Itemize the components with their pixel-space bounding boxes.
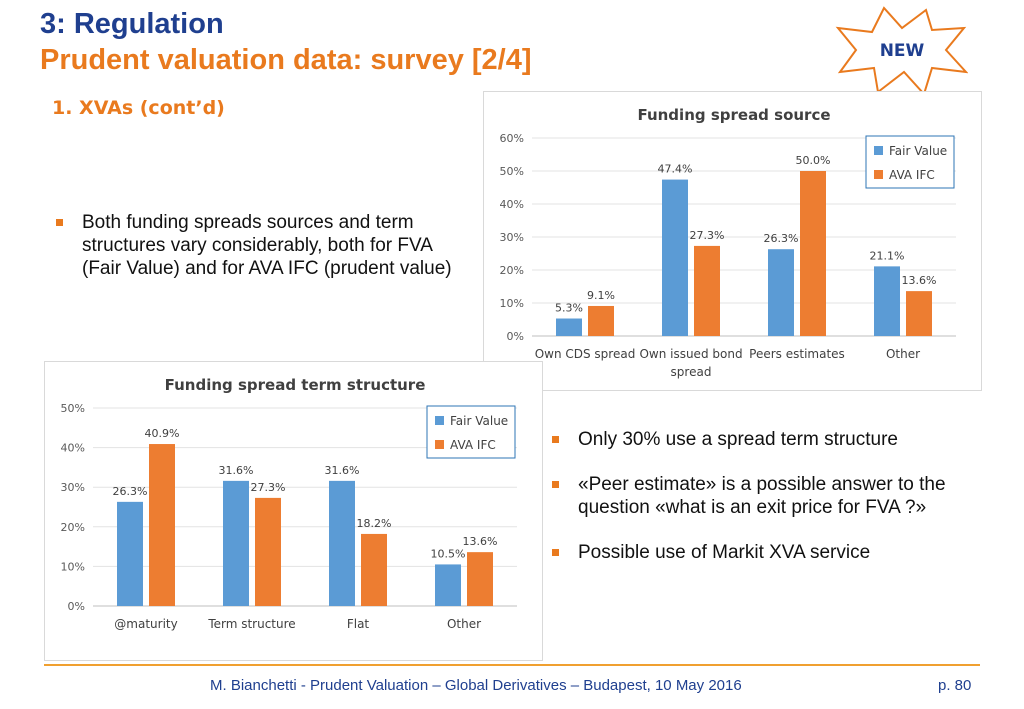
data-label: 27.3% xyxy=(251,481,286,494)
legend-swatch xyxy=(435,416,444,425)
bullet-item: «Peer estimate» is a possible answer to … xyxy=(550,473,970,519)
data-label: 26.3% xyxy=(113,485,148,498)
y-tick-label: 20% xyxy=(500,264,524,277)
bar-ava-ifc xyxy=(149,444,175,606)
bullet-item: Only 30% use a spread term structure xyxy=(550,428,970,451)
x-tick-label: Flat xyxy=(347,617,370,631)
y-tick-label: 10% xyxy=(500,297,524,310)
starburst-icon: NEW xyxy=(835,6,969,96)
legend-swatch xyxy=(435,440,444,449)
x-tick-label: Own CDS spread xyxy=(535,347,636,361)
x-tick-label: Own issued bond xyxy=(639,347,742,361)
x-tick-label: Term structure xyxy=(207,617,295,631)
page-number: p. 80 xyxy=(938,677,972,694)
y-tick-label: 0% xyxy=(68,600,85,613)
bar-ava-ifc xyxy=(906,291,932,336)
data-label: 13.6% xyxy=(463,535,498,548)
chart-svg: Funding spread source 0% 10% 20% 30% 40% 50% 60… xyxy=(500,106,956,379)
data-label: 47.4% xyxy=(658,163,693,176)
legend-swatch xyxy=(874,146,883,155)
data-label: 5.3% xyxy=(555,302,583,315)
y-tick-label: 0% xyxy=(507,330,524,343)
chart-svg: Funding spread term structure 0% 10% 20% 30%… xyxy=(61,376,517,631)
bar-fair-value xyxy=(556,318,582,336)
legend-label: Fair Value xyxy=(450,414,508,428)
y-tick-label: 30% xyxy=(61,481,85,494)
data-label: 26.3% xyxy=(764,232,799,245)
bar-fair-value xyxy=(223,480,249,606)
bar-fair-value xyxy=(874,266,900,336)
legend-label: AVA IFC xyxy=(450,438,496,452)
left-bullet-list: Both funding spreads sources and term st… xyxy=(54,211,464,302)
data-label: 18.2% xyxy=(357,517,392,530)
x-tick-label: @maturity xyxy=(114,617,177,631)
x-tick-label: Other xyxy=(447,617,481,631)
funding-spread-source-chart: Funding spread source 0% 10% 20% 30% 40% 50% 60… xyxy=(483,91,982,391)
slide-title: Prudent valuation data: survey [2/4] xyxy=(40,44,532,76)
bar-ava-ifc xyxy=(800,171,826,336)
data-label: 9.1% xyxy=(587,289,615,302)
bar-fair-value xyxy=(662,179,688,336)
subsection-heading: 1. XVAs (cont’d) xyxy=(52,97,225,119)
bullet-item: Possible use of Markit XVA service xyxy=(550,541,970,564)
new-badge: NEW xyxy=(832,6,969,96)
x-tick-label: spread xyxy=(671,365,712,379)
bar-ava-ifc xyxy=(588,305,614,336)
bar-ava-ifc xyxy=(467,552,493,606)
y-tick-label: 40% xyxy=(61,442,85,455)
legend-label: Fair Value xyxy=(889,144,947,158)
bar-ava-ifc xyxy=(255,497,281,606)
legend-swatch xyxy=(874,170,883,179)
data-label: 50.0% xyxy=(796,154,831,167)
y-tick-label: 30% xyxy=(500,231,524,244)
data-label: 21.1% xyxy=(870,249,905,262)
bullet-item: Both funding spreads sources and term st… xyxy=(54,211,464,280)
data-label: 27.3% xyxy=(690,229,725,242)
data-label: 10.5% xyxy=(431,547,466,560)
bar-fair-value xyxy=(768,249,794,336)
legend-box xyxy=(426,405,516,459)
chart-title: Funding spread source xyxy=(637,106,830,124)
x-tick-label: Other xyxy=(886,347,920,361)
y-tick-label: 50% xyxy=(500,165,524,178)
y-tick-label: 40% xyxy=(500,198,524,211)
y-tick-label: 20% xyxy=(61,521,85,534)
data-label: 31.6% xyxy=(325,464,360,477)
bar-ava-ifc xyxy=(361,533,387,606)
data-label: 40.9% xyxy=(145,427,180,440)
legend-label: AVA IFC xyxy=(889,168,935,182)
badge-label: NEW xyxy=(880,41,925,61)
x-tick-label: Peers estimates xyxy=(749,347,845,361)
data-label: 13.6% xyxy=(902,274,937,287)
right-bullet-list: Only 30% use a spread term structure «Pe… xyxy=(550,428,970,586)
footer-divider xyxy=(44,664,980,666)
bar-fair-value xyxy=(329,480,355,606)
data-label: 31.6% xyxy=(219,464,254,477)
bar-fair-value xyxy=(117,501,143,606)
chart-title: Funding spread term structure xyxy=(165,376,426,394)
y-tick-label: 50% xyxy=(61,402,85,415)
bar-fair-value xyxy=(435,564,461,606)
funding-spread-term-structure-chart: Funding spread term structure 0% 10% 20% 30%… xyxy=(44,361,543,661)
y-tick-label: 10% xyxy=(61,560,85,573)
y-tick-label: 60% xyxy=(500,132,524,145)
legend-box xyxy=(865,135,955,189)
footer-text: M. Bianchetti - Prudent Valuation – Glob… xyxy=(210,677,742,694)
slide-section-title: 3: Regulation xyxy=(40,8,224,40)
bar-ava-ifc xyxy=(694,245,720,336)
